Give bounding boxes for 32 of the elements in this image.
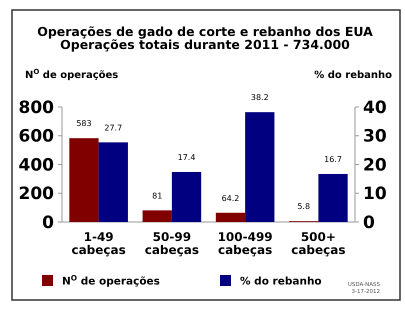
legend-label: N$^{O}$ de operações: [62, 273, 160, 288]
bar: [172, 172, 202, 222]
x-tick-label: 100-499 cabeças: [218, 230, 273, 257]
y-tick-label: 800: [18, 98, 54, 118]
y2-axis-title: % do rebanho: [314, 70, 392, 81]
data-label: 583: [76, 119, 92, 128]
data-label: 38.2: [250, 93, 269, 102]
y2-tick-label: 10: [363, 184, 387, 204]
bar: [142, 210, 172, 222]
legend-label: % do rebanho: [240, 276, 322, 288]
x-tick-label: 1-49 cabeças: [71, 230, 126, 257]
bar: [245, 112, 274, 222]
data-label: 64.2: [222, 194, 240, 203]
y-tick-label: 400: [18, 155, 54, 176]
y2-tick-label: 20: [363, 155, 387, 176]
y-tick-label: 600: [18, 126, 54, 147]
x-tick-label: 50-99 cabeças: [144, 230, 200, 257]
data-label: 17.4: [178, 152, 196, 162]
data-label: 16.7: [324, 154, 342, 164]
y2-tick-label: 40: [363, 98, 387, 118]
data-label: 81: [152, 191, 162, 200]
data-label: 5.8: [297, 202, 310, 212]
y2-tick-label: 0: [363, 212, 375, 233]
bar: [216, 212, 246, 222]
y-tick-label: 200: [18, 184, 54, 204]
y2-tick-label: 30: [363, 126, 387, 147]
chart-title: Operações de gado de corte e rebanho dos EUA Operações totais durante 2011 - 734.000: [37, 24, 374, 52]
x-tick-label: 500+ cabeças: [291, 230, 346, 257]
data-label: 27.7: [104, 123, 122, 132]
bar: [318, 174, 348, 222]
y-axis-title: N$^{O}$ de operações: [25, 68, 118, 81]
y-tick-label: 0: [42, 212, 54, 233]
